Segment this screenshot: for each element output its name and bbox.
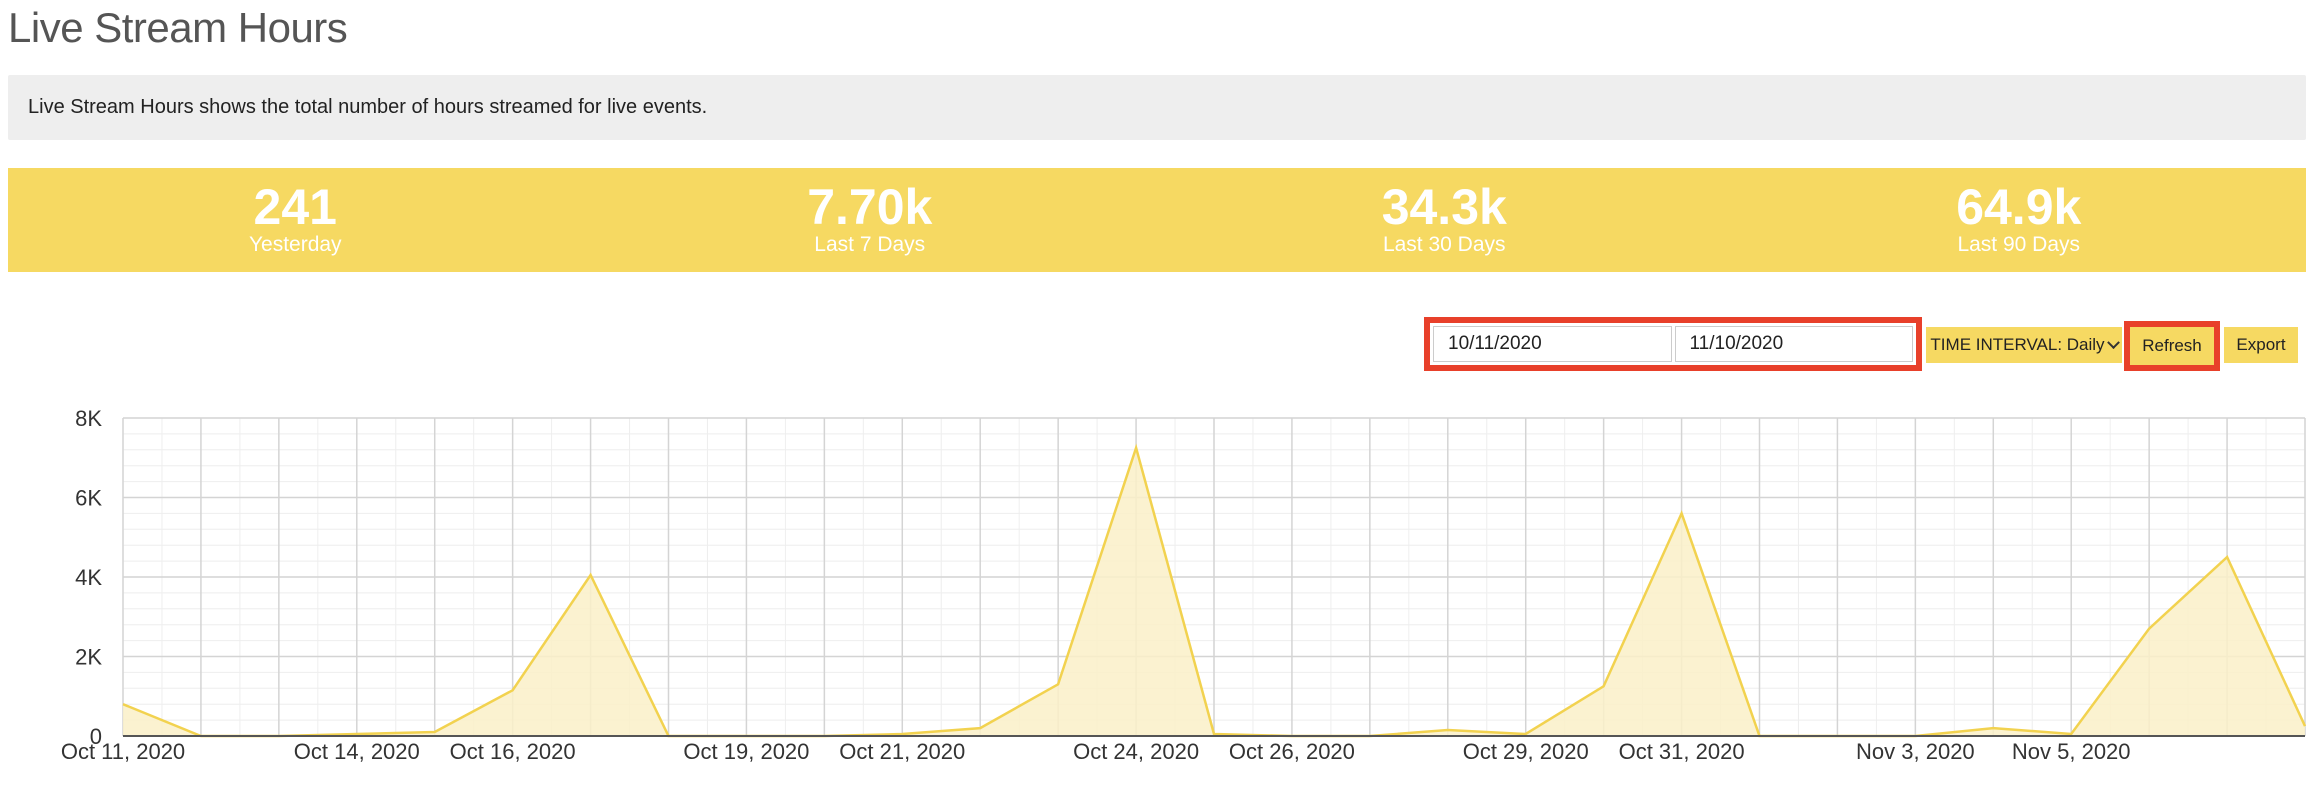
live-stream-hours-chart: 0 2K 4K 6K 8K Oct 11, 2020 Oct 14, 2020 Oct 16… (61, 406, 2307, 764)
stat-label: Last 90 Days (1957, 233, 2081, 256)
x-tick-label: Oct 16, 2020 (450, 739, 576, 764)
time-interval-label: TIME INTERVAL: Daily (1930, 335, 2105, 354)
end-date-input[interactable]: 11/10/2020 (1674, 326, 1913, 362)
stat-label: Last 30 Days (1382, 233, 1506, 256)
stat-value: 7.70k (807, 179, 933, 235)
x-tick-label: Oct 29, 2020 (1463, 739, 1589, 764)
x-tick-label: Nov 3, 2020 (1856, 739, 1975, 764)
stats-bar: 241 Yesterday 7.70k Last 7 Days 34.3k La… (8, 168, 2306, 272)
stat-last-30-days: 34.3k Last 30 Days (1157, 168, 1732, 272)
export-button[interactable]: Export (2224, 327, 2298, 363)
chevron-down-icon (2106, 335, 2120, 349)
time-interval-dropdown[interactable]: TIME INTERVAL: Daily (1926, 327, 2122, 363)
stat-yesterday: 241 Yesterday (8, 168, 583, 272)
chart-line (122, 443, 2307, 738)
y-tick-label: 8K (75, 406, 102, 431)
x-tick-label: Oct 14, 2020 (294, 739, 420, 764)
chart-x-ticks: Oct 11, 2020 Oct 14, 2020 Oct 16, 2020 Oct … (61, 739, 2131, 764)
stat-last-90-days: 64.9k Last 90 Days (1732, 168, 2307, 272)
x-tick-label: Oct 26, 2020 (1229, 739, 1355, 764)
x-tick-label: Oct 24, 2020 (1073, 739, 1199, 764)
page-title: Live Stream Hours (8, 4, 348, 51)
x-tick-label: Oct 21, 2020 (839, 739, 965, 764)
y-tick-label: 6K (75, 486, 102, 511)
x-tick-label: Nov 5, 2020 (2012, 739, 2131, 764)
stat-last-7-days: 7.70k Last 7 Days (583, 168, 1158, 272)
stat-label: Last 7 Days (814, 233, 926, 256)
chart-y-ticks: 0 2K 4K 6K 8K (75, 406, 102, 749)
stat-label: Yesterday (248, 233, 342, 256)
x-tick-label: Oct 19, 2020 (683, 739, 809, 764)
stat-value: 64.9k (1956, 179, 2082, 235)
x-tick-label: Oct 31, 2020 (1619, 739, 1745, 764)
date-range-picker: 10/11/2020 11/10/2020 (1424, 317, 1922, 371)
stat-value: 34.3k (1381, 179, 1507, 235)
description-text: Live Stream Hours shows the total number… (28, 96, 708, 118)
refresh-button[interactable]: Refresh (2124, 321, 2220, 371)
y-tick-label: 0 (90, 724, 102, 749)
x-tick-label: Oct 11, 2020 (61, 739, 185, 764)
start-date-input[interactable]: 10/11/2020 (1433, 326, 1672, 362)
y-tick-label: 4K (75, 565, 102, 590)
stat-value: 241 (253, 179, 337, 235)
description-box: Live Stream Hours shows the total number… (8, 75, 2306, 140)
y-tick-label: 2K (75, 645, 102, 670)
